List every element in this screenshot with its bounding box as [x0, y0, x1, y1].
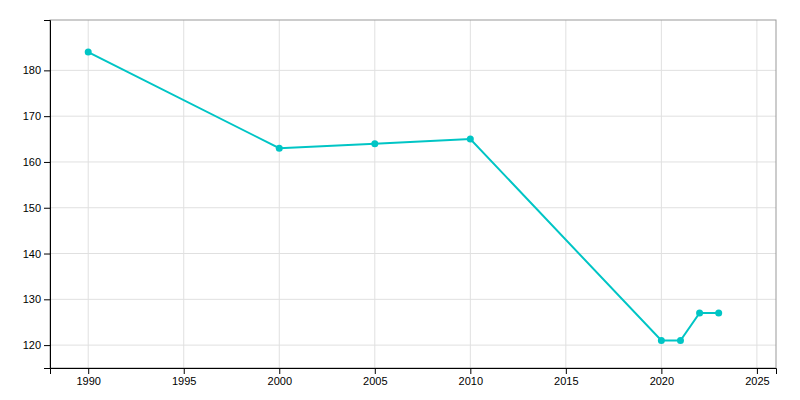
y-axis-line: [44, 21, 51, 369]
x-tick-label: 2000: [268, 375, 292, 387]
point: [85, 49, 92, 56]
point: [371, 140, 378, 147]
y-grid-line: [50, 299, 776, 300]
point: [696, 310, 703, 317]
x-tick-mark: [757, 368, 758, 374]
x-tick-label: 2005: [363, 375, 387, 387]
line: [88, 52, 718, 340]
x-tick: 2015: [554, 368, 578, 387]
x-tick-label: 1990: [76, 375, 100, 387]
x-tick-label: 2015: [554, 375, 578, 387]
x-tick-label: 2010: [459, 375, 483, 387]
y-tick-mark: [44, 162, 50, 163]
y-tick-label: 150: [23, 202, 41, 214]
y-tick-label: 120: [23, 339, 41, 351]
y-tick: 180: [23, 64, 50, 76]
point: [658, 337, 665, 344]
y-tick-label: 170: [23, 110, 41, 122]
y-tick-mark: [44, 208, 50, 209]
plot-frame: [50, 20, 776, 368]
x-grid-line: [88, 20, 89, 368]
y-tick-mark: [44, 70, 50, 71]
x-grid-line: [661, 20, 662, 368]
y-tick: 160: [23, 156, 50, 168]
x-grid-line: [756, 20, 757, 368]
y-tick: 130: [23, 293, 50, 305]
y-grid-line: [50, 253, 776, 254]
y-grid-line: [50, 70, 776, 71]
y-grid-line: [50, 116, 776, 117]
y-grid-line: [50, 345, 776, 346]
y-tick: 120: [23, 339, 50, 351]
grid: [50, 20, 776, 368]
y-tick-mark: [44, 116, 50, 117]
point: [715, 310, 722, 317]
x-tick: 1990: [76, 368, 100, 387]
point: [467, 136, 474, 143]
y-tick-label: 160: [23, 156, 41, 168]
x-grid-line: [565, 20, 566, 368]
x-grid-line: [374, 20, 375, 368]
x-tick: 2025: [745, 368, 769, 387]
y-tick-label: 140: [23, 248, 41, 260]
x-tick-mark: [470, 368, 471, 374]
x-tick-label: 2025: [745, 375, 769, 387]
x-grid-line: [183, 20, 184, 368]
y-tick: 170: [23, 110, 50, 122]
y-grid-line: [50, 207, 776, 208]
y-tick-mark: [44, 299, 50, 300]
x-axis: 1990 1995 2000 2005 2010 2015 2020 2025: [51, 368, 777, 387]
plot-area: 1990 1995 2000 2005 2010 2015 2020 2025 120 130 14…: [23, 20, 777, 387]
x-grid-line: [470, 20, 471, 368]
y-axis: 120 130 140 150 160 170 180: [23, 21, 51, 369]
y-tick-label: 180: [23, 64, 41, 76]
x-tick-mark: [661, 368, 662, 374]
y-tick-mark: [44, 345, 50, 346]
x-tick: 2020: [650, 368, 674, 387]
x-tick-label: 1995: [172, 375, 196, 387]
x-axis-line: [51, 369, 777, 375]
x-grid-line: [279, 20, 280, 368]
x-tick-mark: [184, 368, 185, 374]
chart: 1990 1995 2000 2005 2010 2015 2020 2025 120 130 14…: [0, 0, 800, 400]
point: [677, 337, 684, 344]
x-tick-mark: [375, 368, 376, 374]
x-tick-mark: [566, 368, 567, 374]
data-layer: [85, 49, 722, 344]
y-tick: 150: [23, 202, 50, 214]
x-tick-mark: [279, 368, 280, 374]
x-tick-label: 2020: [650, 375, 674, 387]
y-tick-mark: [44, 254, 50, 255]
y-grid-line: [50, 161, 776, 162]
y-tick: 140: [23, 248, 50, 260]
x-tick: 2010: [459, 368, 483, 387]
x-tick-mark: [88, 368, 89, 374]
x-tick: 1995: [172, 368, 196, 387]
x-tick: 2005: [363, 368, 387, 387]
point: [276, 145, 283, 152]
x-tick: 2000: [268, 368, 292, 387]
y-tick-label: 130: [23, 293, 41, 305]
